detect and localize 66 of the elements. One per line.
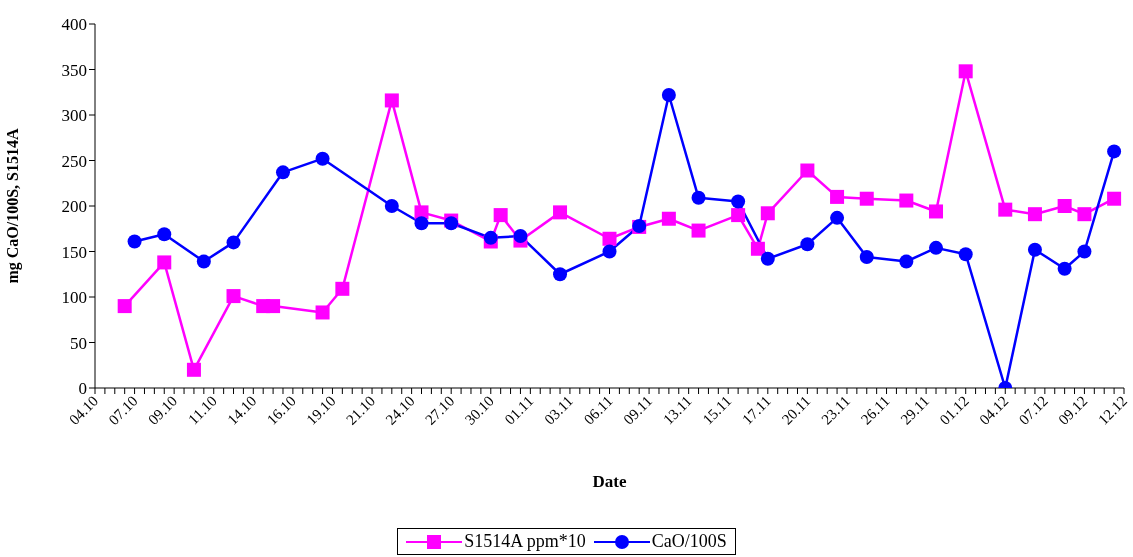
point xyxy=(800,237,815,252)
point xyxy=(414,216,429,231)
legend-label: S1514A ppm*10 xyxy=(463,531,586,552)
point xyxy=(859,249,874,264)
point xyxy=(553,267,568,282)
point xyxy=(760,251,775,266)
point xyxy=(958,64,973,79)
point xyxy=(226,235,241,250)
point xyxy=(384,199,399,213)
point xyxy=(661,87,676,102)
point xyxy=(800,163,815,178)
y-tick-label: 100 xyxy=(61,288,87,308)
point xyxy=(929,240,944,255)
point xyxy=(1027,242,1042,257)
y-tick-label: 250 xyxy=(61,151,87,171)
point xyxy=(275,165,290,180)
x-axis-title: Date xyxy=(591,472,628,492)
point xyxy=(157,227,172,242)
point xyxy=(384,93,399,108)
point xyxy=(899,193,914,208)
point xyxy=(335,281,350,296)
point xyxy=(266,299,281,314)
point xyxy=(186,362,201,377)
point xyxy=(1077,207,1092,222)
point xyxy=(1107,191,1122,206)
point xyxy=(602,244,617,259)
point xyxy=(859,191,874,206)
point xyxy=(929,204,944,219)
point xyxy=(998,202,1013,217)
y-axis-title: mg CaO/100S, S1514A xyxy=(3,127,22,284)
y-tick-label: 400 xyxy=(61,15,87,35)
point xyxy=(315,151,330,166)
point xyxy=(226,289,241,304)
point xyxy=(958,247,973,262)
point xyxy=(1057,261,1072,276)
point xyxy=(830,189,845,204)
point xyxy=(483,230,498,245)
point xyxy=(750,241,765,256)
y-tick-label: 350 xyxy=(61,60,87,80)
point xyxy=(1057,199,1072,213)
point xyxy=(493,208,508,223)
point xyxy=(691,190,706,205)
point xyxy=(830,210,845,225)
point xyxy=(899,254,914,269)
y-tick-label: 50 xyxy=(70,333,87,353)
point xyxy=(1027,207,1042,222)
point xyxy=(127,234,142,249)
point xyxy=(1077,244,1092,259)
point xyxy=(602,231,617,246)
point xyxy=(513,229,528,244)
point xyxy=(731,208,746,223)
y-tick-label: 200 xyxy=(61,197,87,217)
point xyxy=(691,223,706,238)
point xyxy=(731,194,746,209)
point xyxy=(1107,144,1122,159)
point xyxy=(760,206,775,221)
y-tick-label: 150 xyxy=(61,242,87,262)
legend-label: CaO/100S xyxy=(650,531,727,552)
point xyxy=(196,254,211,269)
point xyxy=(315,305,330,320)
y-tick-label: 300 xyxy=(61,106,87,126)
point xyxy=(661,211,676,226)
y-tick-label: 0 xyxy=(78,379,87,399)
point xyxy=(157,255,172,270)
point xyxy=(553,205,568,220)
point xyxy=(117,299,132,314)
